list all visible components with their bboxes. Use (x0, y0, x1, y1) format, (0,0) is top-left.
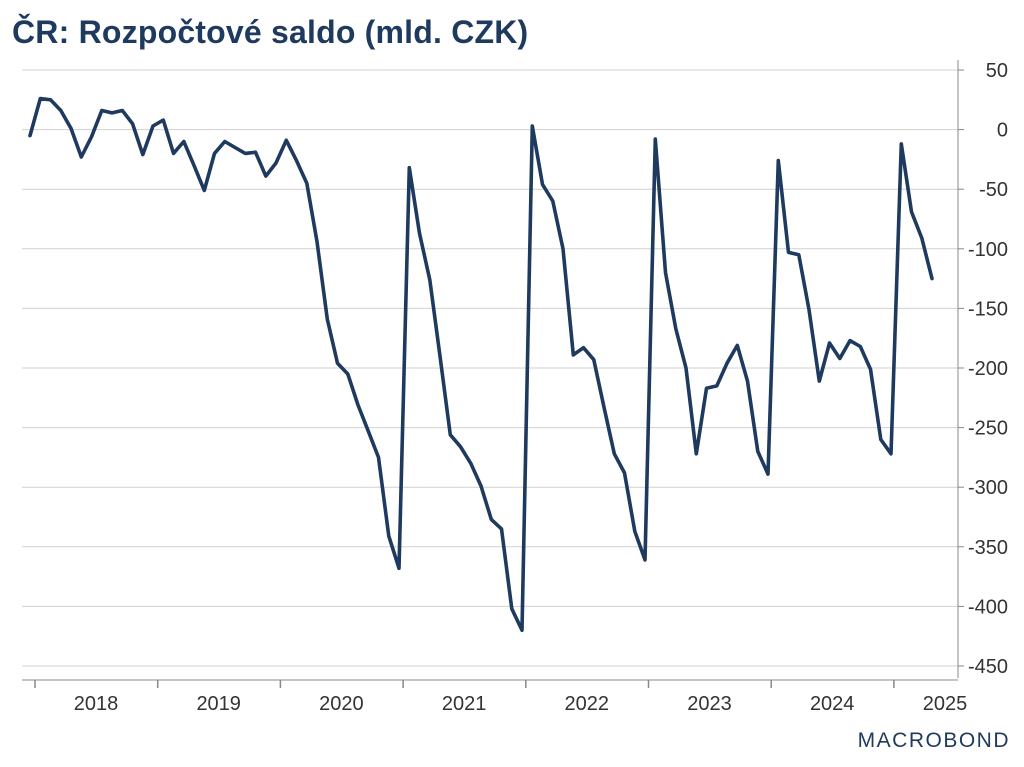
y-axis-ticks: 50 0 -50 -100 -150 -200 -250 -300 -350 -400 -450 (958, 60, 1008, 678)
macrobond-logo: MACROBOND (857, 729, 1010, 752)
y-tick-label: -250 (968, 418, 1008, 440)
series-line (28, 96, 934, 633)
x-tick-label: 2023 (687, 693, 732, 715)
x-tick-label: 2019 (196, 693, 241, 715)
chart-title: ČR: Rozpočtové saldo (mld. CZK) (12, 14, 529, 50)
x-tick-label: 2025 (923, 693, 968, 715)
y-tick-label: -200 (968, 358, 1008, 380)
y-tick-label: 0 (997, 120, 1008, 142)
x-tick-label: 2018 (74, 693, 119, 715)
y-tick-label: -450 (968, 656, 1008, 678)
gridlines (22, 69, 958, 667)
y-tick-label: -400 (968, 596, 1008, 618)
axes (22, 60, 959, 681)
y-tick-label: -100 (968, 239, 1008, 261)
y-tick-label: -50 (979, 179, 1008, 201)
series-layer (28, 96, 934, 633)
x-tick-label: 2020 (319, 693, 364, 715)
y-tick-label: 50 (986, 60, 1008, 82)
x-tick-label: 2022 (565, 693, 610, 715)
x-axis-ticks: 2018 2019 2020 2021 2022 2023 2024 2025 (34, 680, 968, 715)
x-tick-label: 2024 (810, 693, 855, 715)
y-tick-label: -350 (968, 537, 1008, 559)
y-tick-label: -150 (968, 298, 1008, 320)
y-tick-label: -300 (968, 477, 1008, 499)
x-tick-label: 2021 (442, 693, 487, 715)
